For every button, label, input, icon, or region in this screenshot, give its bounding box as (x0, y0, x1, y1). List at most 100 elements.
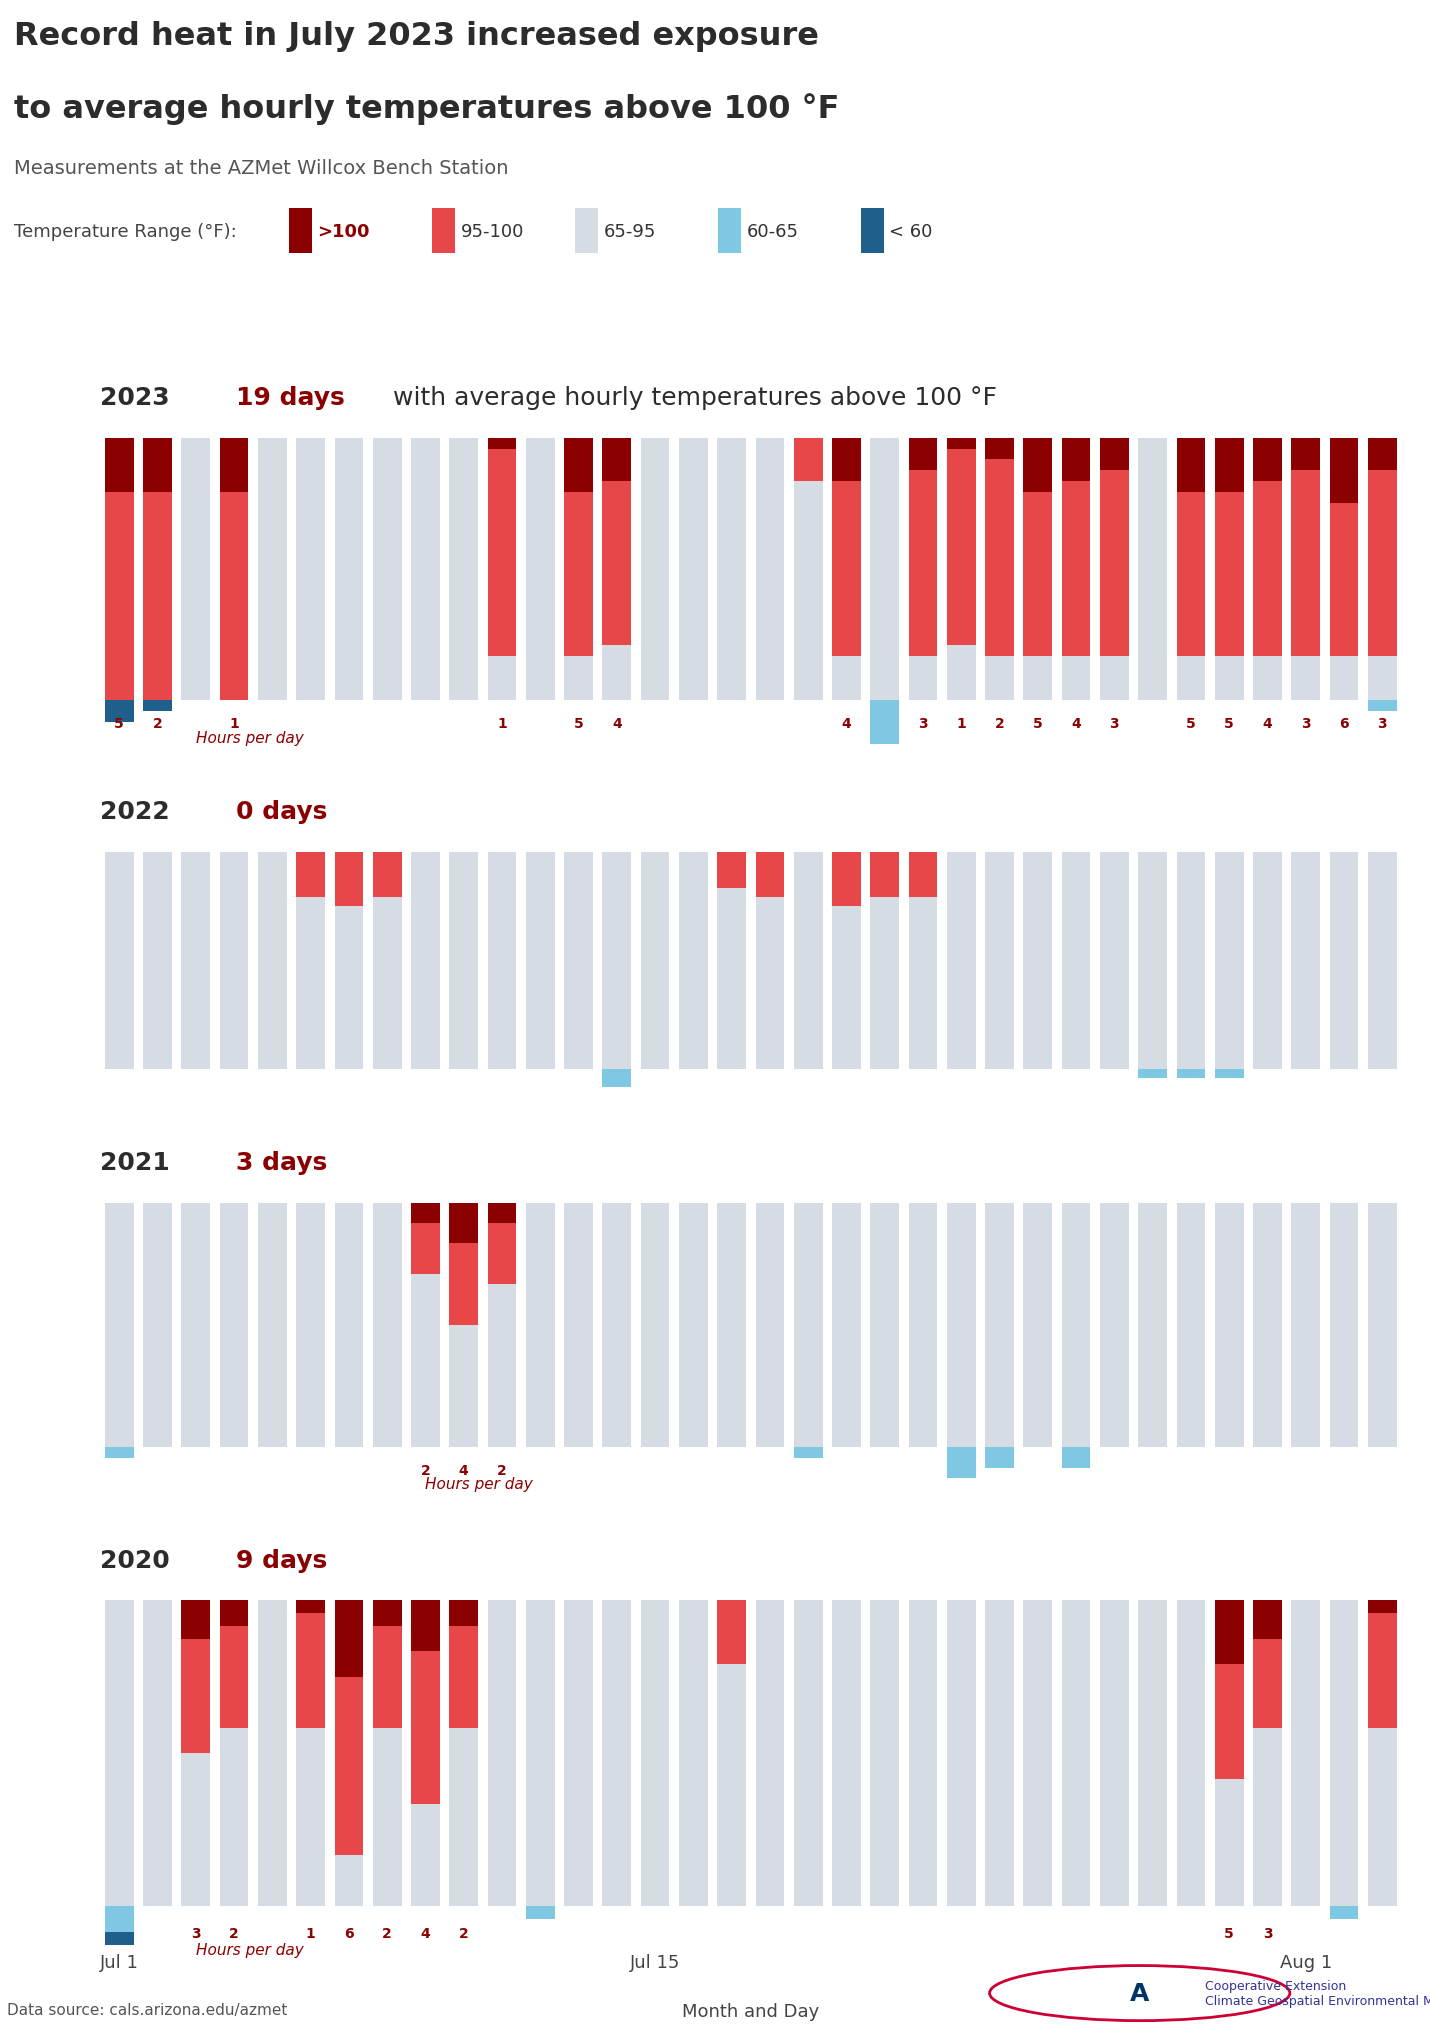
Bar (985, 1601, 1014, 1906)
Bar (373, 1601, 402, 1627)
Bar (410, 1601, 440, 1652)
Bar (220, 438, 249, 493)
FancyBboxPatch shape (718, 210, 741, 253)
Bar (908, 471, 937, 657)
Bar (1369, 438, 1397, 471)
Bar (832, 657, 861, 701)
Text: 5: 5 (1224, 718, 1234, 730)
Bar (373, 438, 402, 701)
Bar (947, 1203, 975, 1448)
Text: Hours per day: Hours per day (426, 1476, 533, 1491)
Bar (1253, 438, 1281, 481)
Bar (1330, 657, 1358, 701)
Bar (449, 1244, 478, 1325)
Text: 2: 2 (382, 1925, 392, 1939)
Bar (565, 852, 593, 1070)
Bar (296, 1727, 325, 1906)
Bar (1330, 1906, 1358, 1919)
Bar (1216, 438, 1244, 493)
Bar (1253, 481, 1281, 657)
Text: 3: 3 (1263, 1925, 1273, 1939)
Bar (679, 1203, 708, 1448)
Bar (1253, 1727, 1281, 1906)
Bar (335, 1601, 363, 1676)
Bar (1138, 1601, 1167, 1906)
Text: 2: 2 (459, 1925, 469, 1939)
Bar (296, 1203, 325, 1448)
Text: 3: 3 (918, 718, 928, 730)
Text: Cooperative Extension
Climate Geospatial Environmental Modeling: Cooperative Extension Climate Geospatial… (1204, 1980, 1430, 2006)
Bar (220, 493, 249, 701)
Bar (1061, 657, 1091, 701)
Bar (257, 1203, 286, 1448)
Bar (335, 1203, 363, 1448)
Bar (1330, 504, 1358, 657)
Bar (1369, 852, 1397, 1070)
Bar (602, 852, 631, 1070)
Bar (1061, 481, 1091, 657)
Text: 3: 3 (192, 1925, 200, 1939)
Bar (257, 438, 286, 701)
Bar (488, 1601, 516, 1906)
Bar (565, 438, 593, 493)
Bar (947, 852, 975, 1070)
Bar (335, 907, 363, 1070)
Bar (526, 1906, 555, 1919)
Bar (1061, 852, 1091, 1070)
Bar (1216, 1601, 1244, 1664)
Bar (565, 1203, 593, 1448)
Bar (755, 897, 784, 1070)
Bar (1369, 471, 1397, 657)
Text: 60-65: 60-65 (746, 222, 798, 241)
Text: 3 days: 3 days (236, 1150, 327, 1174)
Bar (296, 852, 325, 897)
Bar (1061, 1601, 1091, 1906)
Bar (1253, 1639, 1281, 1727)
Text: 4: 4 (1263, 718, 1273, 730)
Text: 6: 6 (345, 1925, 353, 1939)
Bar (908, 1203, 937, 1448)
Bar (104, 1203, 133, 1448)
Text: 5: 5 (573, 718, 583, 730)
Text: 4: 4 (842, 718, 851, 730)
Bar (871, 701, 899, 744)
Bar (143, 852, 172, 1070)
Text: 2020: 2020 (100, 1548, 170, 1572)
Text: 1: 1 (957, 718, 967, 730)
Text: 1: 1 (306, 1925, 316, 1939)
Bar (257, 1601, 286, 1906)
Bar (908, 1601, 937, 1906)
Bar (602, 1203, 631, 1448)
Bar (296, 897, 325, 1070)
Bar (1100, 1203, 1128, 1448)
Bar (947, 449, 975, 646)
Bar (871, 1203, 899, 1448)
Bar (947, 1448, 975, 1478)
Bar (985, 1448, 1014, 1468)
Text: Hours per day: Hours per day (196, 732, 303, 746)
Bar (373, 1627, 402, 1727)
Bar (1253, 657, 1281, 701)
Bar (296, 1601, 325, 1613)
Bar (488, 438, 516, 449)
Bar (1024, 1203, 1052, 1448)
Bar (410, 438, 440, 701)
Text: with average hourly temperatures above 100 °F: with average hourly temperatures above 1… (393, 385, 997, 410)
Text: 1: 1 (498, 718, 506, 730)
Bar (1216, 493, 1244, 657)
Text: 4: 4 (1071, 718, 1081, 730)
Bar (1291, 657, 1320, 701)
Bar (985, 852, 1014, 1070)
Bar (1291, 1203, 1320, 1448)
Bar (104, 1448, 133, 1458)
Bar (182, 1754, 210, 1906)
Bar (104, 1933, 133, 1945)
Bar (871, 438, 899, 701)
Bar (182, 1203, 210, 1448)
Bar (908, 897, 937, 1070)
Bar (718, 1203, 746, 1448)
Bar (1100, 438, 1128, 471)
Text: to average hourly temperatures above 100 °F: to average hourly temperatures above 100… (14, 92, 839, 124)
Bar (1138, 1203, 1167, 1448)
Text: 5: 5 (114, 718, 124, 730)
